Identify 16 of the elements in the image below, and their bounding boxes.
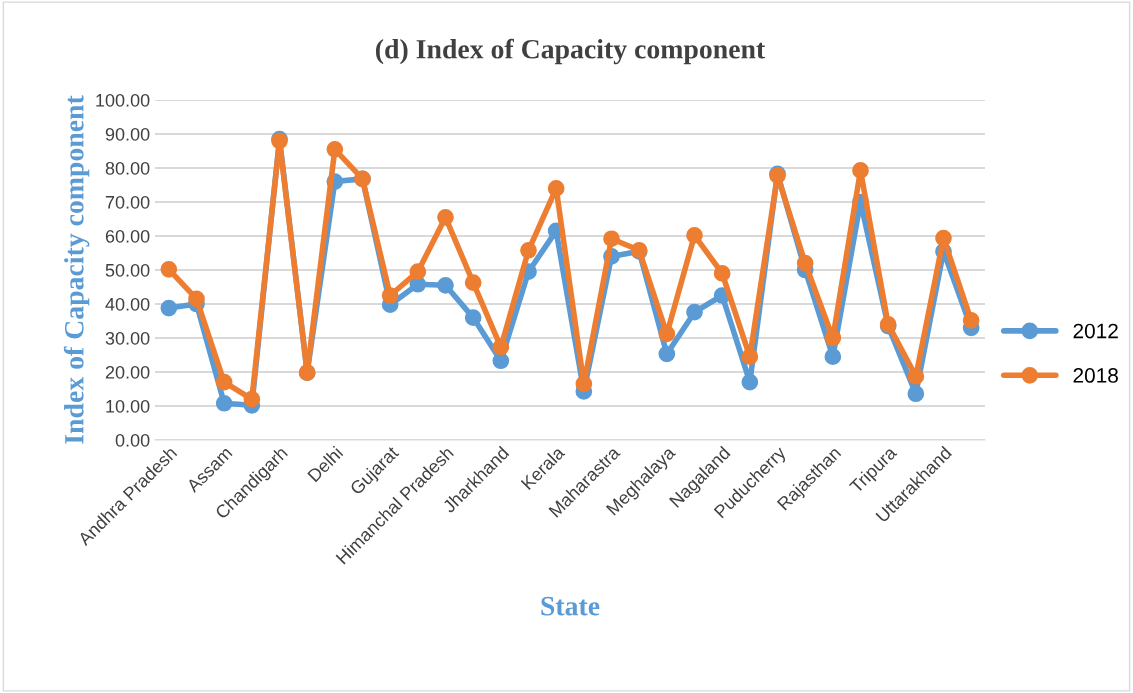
y-tick-label: 10.00 xyxy=(106,399,150,413)
y-tick-label: 40.00 xyxy=(105,297,150,311)
y-tick-label: 70.00 xyxy=(105,195,150,209)
y-tick-label: 30.00 xyxy=(105,331,150,345)
y-tick-label: 50.00 xyxy=(105,263,150,277)
y-tick-label: 60.00 xyxy=(105,229,150,243)
y-tick-label: 100.00 xyxy=(96,93,150,107)
legend-label: 2012 xyxy=(1073,323,1118,339)
chart-title: (d) Index of Capacity component xyxy=(376,38,766,65)
x-axis-title: State xyxy=(541,596,600,616)
legend-label: 2018 xyxy=(1073,368,1118,383)
y-tick-label: 90.00 xyxy=(105,127,150,141)
y-tick-label: 20.00 xyxy=(105,365,150,379)
y-tick-label: 0.00 xyxy=(115,433,150,447)
y-tick-label: 80.00 xyxy=(105,161,150,175)
y-axis-title: Index of Capacity component xyxy=(63,95,90,444)
